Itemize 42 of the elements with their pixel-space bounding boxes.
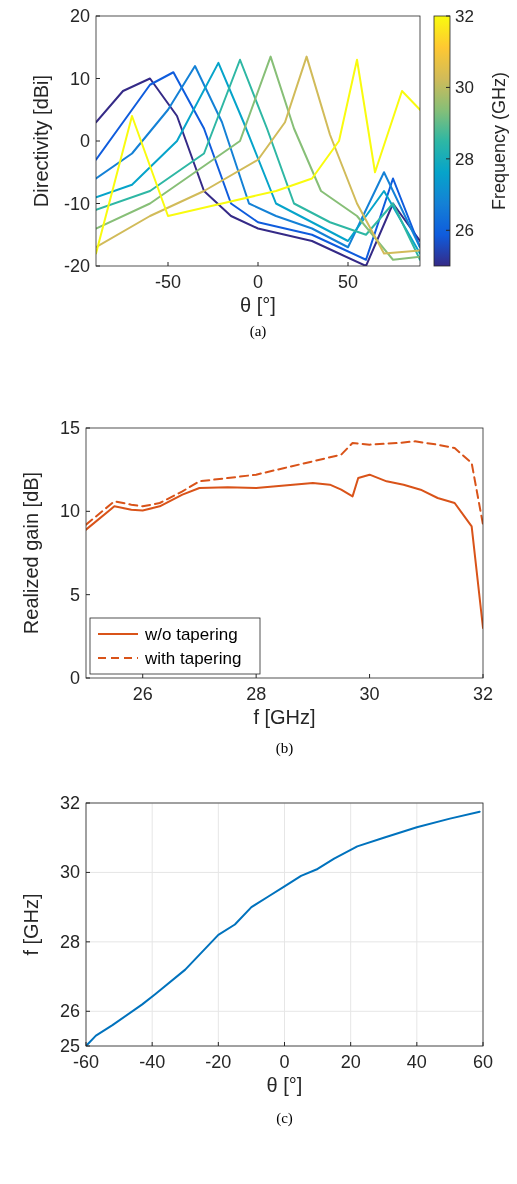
color-bar-label: 26 bbox=[455, 221, 474, 241]
x-tick-label: 60 bbox=[472, 1052, 494, 1072]
y-tick-label: 5 bbox=[69, 584, 80, 605]
text: (c) bbox=[276, 1110, 293, 1127]
text: (b) bbox=[275, 740, 294, 757]
x-tick-label: -50 bbox=[154, 272, 182, 292]
y-tick-label: 32 bbox=[59, 793, 80, 813]
x-tick-label: 40 bbox=[406, 1052, 427, 1072]
x-tick-label: -40 bbox=[139, 1052, 166, 1072]
y-axis-title: Directivity [dBi] bbox=[30, 74, 52, 208]
text: (a) bbox=[249, 323, 267, 340]
y-axis-title: f [GHz] bbox=[20, 893, 42, 956]
y-tick-label: 0 bbox=[69, 668, 80, 688]
y-axis-title: Realized gain [dB] bbox=[20, 471, 42, 635]
y-tick-label: 15 bbox=[59, 418, 80, 438]
y-tick-label: -10 bbox=[63, 193, 90, 214]
x-tick-label: 26 bbox=[132, 684, 153, 704]
color-bar-label: 28 bbox=[455, 149, 474, 169]
x-tick-label: 20 bbox=[340, 1052, 361, 1072]
x-tick-label: 50 bbox=[337, 272, 359, 292]
x-tick-label: 0 bbox=[279, 1052, 290, 1072]
legend-label: with tapering bbox=[144, 649, 242, 668]
y-tick-label: 10 bbox=[69, 68, 90, 89]
x-axis-title: θ [°] bbox=[240, 294, 276, 316]
x-tick-label: -20 bbox=[205, 1052, 232, 1072]
x-tick-label: 30 bbox=[359, 684, 380, 704]
y-tick-label: 0 bbox=[79, 131, 90, 151]
color-bar-label: 30 bbox=[455, 78, 474, 98]
y-tick-label: 26 bbox=[59, 1001, 80, 1022]
y-tick-label: 20 bbox=[69, 6, 90, 26]
x-tick-label: 32 bbox=[472, 684, 494, 704]
x-axis-title: f [GHz] bbox=[253, 706, 316, 728]
y-tick-label: 10 bbox=[59, 501, 80, 522]
color-bar-label: 32 bbox=[455, 7, 474, 26]
x-tick-label: 28 bbox=[246, 684, 267, 704]
y-tick-label: 30 bbox=[59, 862, 80, 883]
x-tick-label: 0 bbox=[252, 272, 264, 292]
legend-label: w/o tapering bbox=[144, 625, 238, 644]
y-tick-label: -20 bbox=[63, 256, 90, 276]
y-tick-label: 28 bbox=[59, 931, 80, 952]
color-bar-title: Frequency (GHz) bbox=[489, 71, 509, 211]
x-axis-title: θ [°] bbox=[266, 1074, 303, 1096]
